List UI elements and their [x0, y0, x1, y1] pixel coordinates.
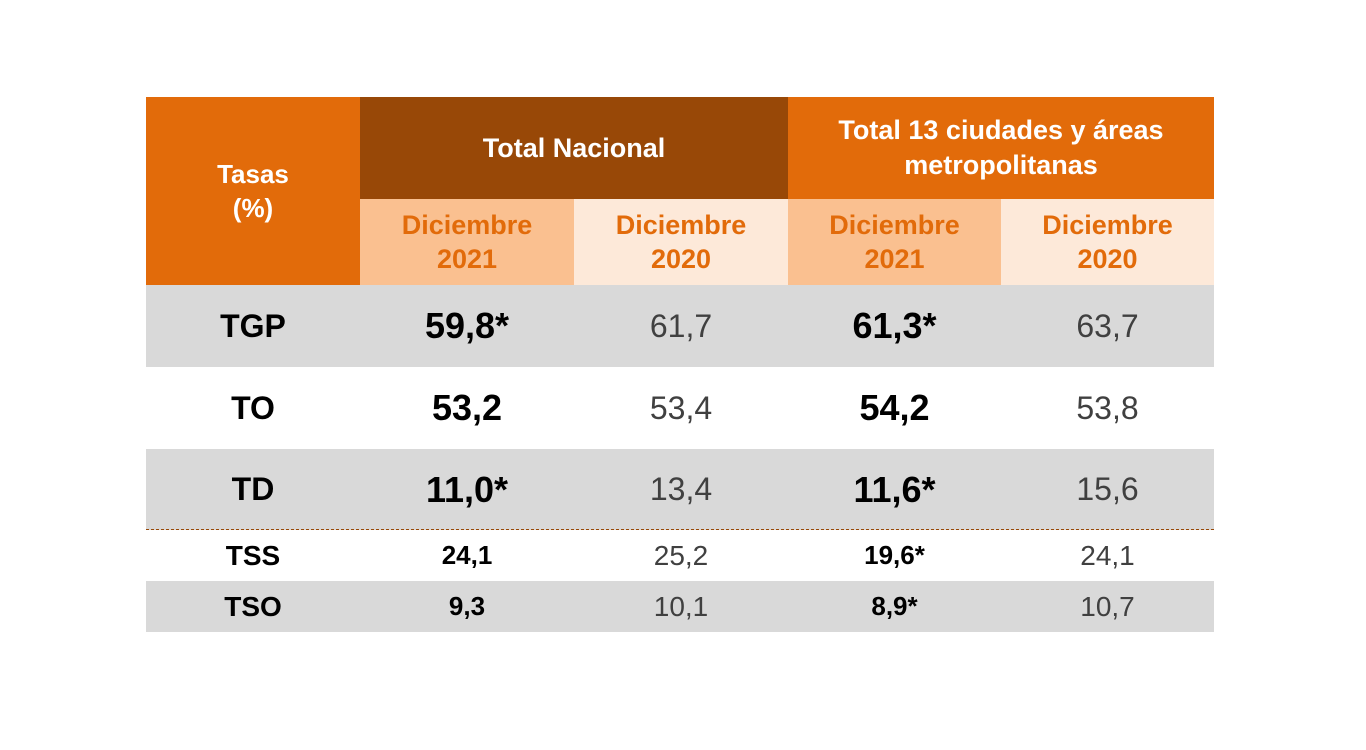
tasas-unit: (%)	[232, 193, 274, 223]
table-row-tgp	[146, 285, 1214, 367]
row-label: TO	[231, 389, 275, 426]
tasas-label: Tasas	[217, 159, 289, 189]
subheader-13ciudades-2021: Diciembre 2021	[788, 199, 1001, 285]
table-cell: 10,1	[653, 590, 709, 622]
tasas-header: Tasas (%)	[146, 97, 360, 285]
subheader-month: Diciembre	[1042, 210, 1173, 240]
table-cell: 53,8	[1076, 389, 1139, 426]
table-cell: 11,6*	[853, 468, 936, 510]
table-cell: 24,1	[1080, 539, 1135, 571]
table-cell: 54,2	[859, 387, 930, 428]
subheader-month: Diciembre	[615, 210, 747, 240]
table-cell: 61,3*	[852, 305, 937, 346]
total-13-ciudades-header: Total 13 ciudades y áreas metropolitanas	[788, 97, 1214, 199]
table-cell: 19,6*	[864, 540, 925, 570]
total-nacional-header: Total Nacional	[360, 97, 788, 199]
dashed-divider	[146, 529, 1214, 530]
table-cell: 61,7	[649, 307, 713, 344]
table-cell: 11,0*	[425, 468, 509, 510]
table-cell: 8,9*	[871, 591, 918, 621]
row-label: TSO	[224, 590, 282, 622]
subheader-year: 2020	[1077, 244, 1138, 274]
subheader-month: Diciembre	[401, 210, 533, 240]
table-cell: 53,4	[649, 389, 713, 426]
subheader-13ciudades-2020: Diciembre 2020	[1001, 199, 1214, 285]
subheader-month: Diciembre	[829, 210, 960, 240]
row-label: TGP	[220, 307, 286, 344]
total-nacional-label: Total Nacional	[482, 132, 666, 163]
table-cell: 63,7	[1076, 307, 1139, 344]
subheader-nacional-2021: Diciembre 2021	[360, 199, 574, 285]
subheader-nacional-2020: Diciembre 2020	[574, 199, 788, 285]
subheader-year: 2020	[650, 244, 712, 274]
table-cell: 24,1	[441, 540, 493, 570]
subheader-year: 2021	[436, 244, 498, 274]
table-cell: 10,7	[1080, 590, 1135, 622]
row-label: TSS	[225, 539, 281, 571]
table-cell: 9,3	[448, 591, 486, 621]
table-cell: 15,6	[1076, 471, 1139, 507]
table-cell: 25,2	[653, 539, 709, 571]
subheader-year: 2021	[864, 244, 925, 274]
table-cell: 59,8*	[424, 305, 510, 346]
row-label: TD	[231, 471, 275, 507]
table-cell: 13,4	[649, 471, 713, 507]
group2-line1: Total 13 ciudades y áreas	[838, 115, 1164, 145]
table-row-td	[146, 449, 1214, 530]
group2-line2: metropolitanas	[904, 150, 1098, 180]
table-row-tso	[146, 581, 1214, 632]
table-cell: 53,2	[431, 387, 503, 428]
